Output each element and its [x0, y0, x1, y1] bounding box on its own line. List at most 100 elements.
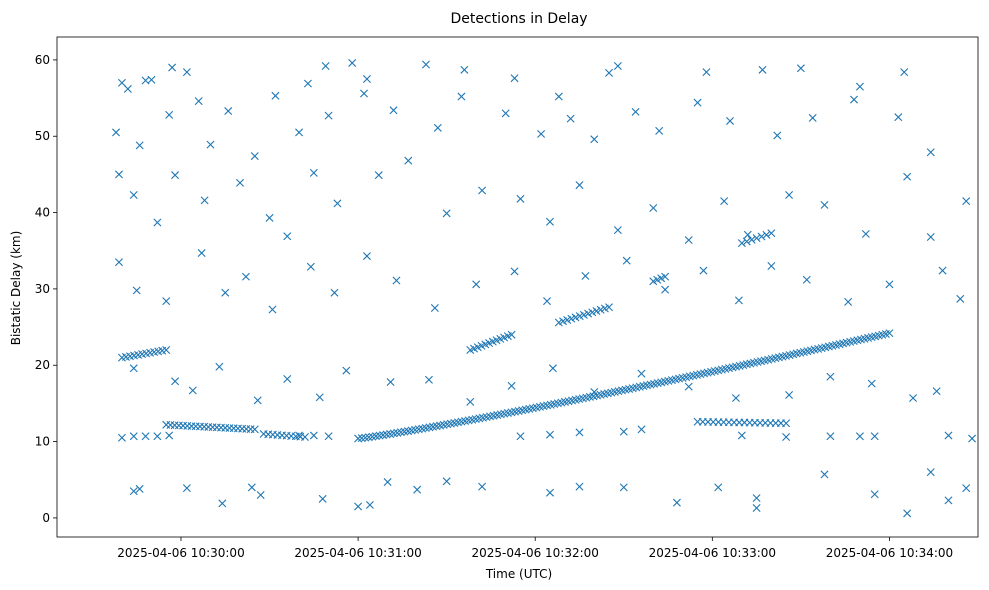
data-point [303, 79, 312, 88]
data-point [684, 236, 693, 245]
data-point [424, 375, 433, 384]
data-point [932, 387, 941, 396]
data-point [283, 374, 292, 383]
y-tick-label: 40 [35, 206, 50, 220]
data-point [752, 494, 761, 503]
data-point [631, 107, 640, 116]
data-point [938, 266, 947, 275]
data-point [661, 272, 670, 281]
data-point [129, 487, 138, 496]
data-point [785, 191, 794, 200]
data-point [844, 297, 853, 306]
data-point [374, 171, 383, 180]
data-point [342, 366, 351, 375]
chart-title: Detections in Delay [450, 11, 587, 27]
y-tick-label: 30 [35, 282, 50, 296]
y-tick-label: 0 [42, 511, 50, 525]
data-point [820, 470, 829, 479]
data-point [885, 280, 894, 289]
data-point [147, 75, 156, 84]
data-point [354, 434, 363, 443]
data-point [944, 431, 953, 440]
x-axis-label: Time (UTC) [485, 567, 552, 581]
data-point [129, 191, 138, 200]
data-point [637, 369, 646, 378]
data-point [165, 431, 174, 440]
data-point [693, 98, 702, 107]
x-tick-label: 2025-04-06 10:33:00 [649, 546, 776, 560]
data-point [442, 477, 451, 486]
data-point [300, 433, 309, 441]
data-point [767, 229, 776, 238]
data-point [256, 491, 265, 500]
data-point [324, 111, 333, 120]
data-point [236, 178, 245, 187]
data-point [885, 329, 894, 338]
data-point [117, 78, 126, 87]
x-tick-label: 2025-04-06 10:32:00 [471, 546, 598, 560]
data-point [182, 68, 191, 77]
data-point [802, 275, 811, 284]
data-point [747, 235, 756, 244]
data-point [135, 484, 144, 493]
data-point [796, 64, 805, 73]
data-point [117, 433, 126, 442]
data-point [855, 432, 864, 441]
data-point [404, 156, 413, 165]
data-point [165, 110, 174, 119]
data-point [478, 482, 487, 491]
data-point [330, 288, 339, 297]
data-point [472, 280, 481, 289]
data-point [758, 65, 767, 74]
data-point [241, 272, 250, 281]
data-point [309, 431, 318, 440]
data-point [962, 197, 971, 206]
data-point [247, 483, 256, 492]
data-point [655, 126, 664, 135]
data-point [132, 286, 141, 295]
data-point [543, 297, 552, 306]
data-point [115, 258, 123, 267]
data-point [767, 262, 776, 270]
data-point [123, 84, 132, 93]
data-point [354, 502, 363, 511]
data-point [365, 500, 374, 509]
data-point [537, 129, 546, 138]
data-point [720, 197, 729, 206]
data-point [360, 89, 368, 98]
data-point [826, 432, 835, 441]
data-point [392, 276, 401, 285]
data-point [422, 60, 430, 69]
data-point [773, 131, 782, 140]
data-point [386, 378, 395, 387]
data-point [622, 256, 631, 265]
data-point [566, 114, 575, 123]
data-point [702, 68, 711, 77]
data-point [507, 381, 516, 390]
data-point [510, 74, 519, 83]
data-point [283, 232, 292, 241]
data-point [590, 135, 599, 144]
data-point [900, 68, 909, 77]
data-point [731, 394, 740, 403]
data-point [545, 217, 554, 226]
data-point [926, 233, 935, 241]
data-point [554, 92, 563, 101]
data-point [162, 345, 171, 354]
data-point [309, 168, 318, 177]
data-point [466, 397, 475, 406]
y-tick-label: 10 [35, 435, 50, 449]
data-point [507, 330, 516, 339]
data-point [613, 226, 622, 235]
y-tick-label: 20 [35, 358, 50, 372]
data-point [699, 266, 708, 275]
data-point [457, 92, 466, 101]
data-point [661, 285, 670, 294]
data-point [903, 172, 912, 181]
data-point [575, 181, 584, 190]
data-point [171, 171, 180, 180]
data-point [182, 484, 191, 493]
y-tick-label: 60 [35, 53, 50, 67]
data-point [545, 488, 554, 497]
data-point [115, 170, 123, 179]
